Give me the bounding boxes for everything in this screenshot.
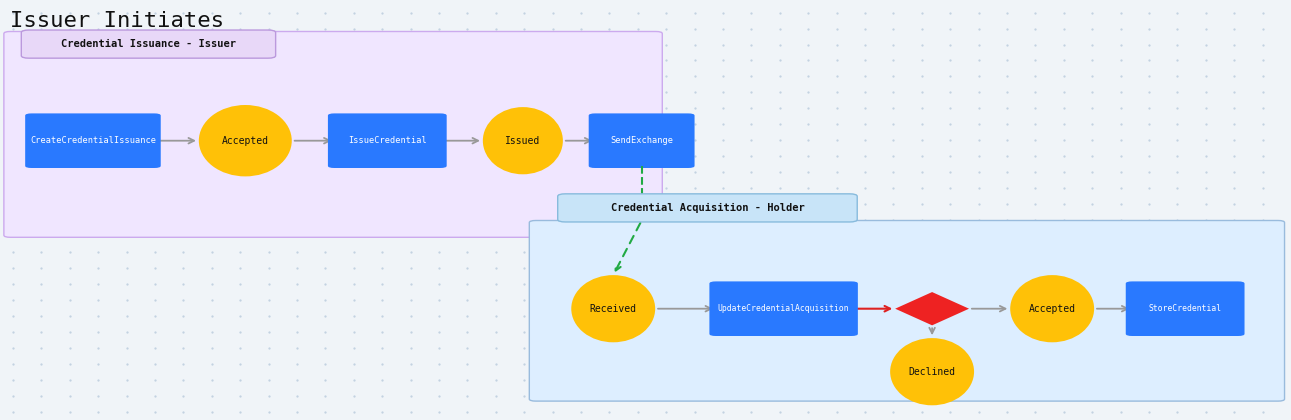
FancyBboxPatch shape (22, 30, 276, 58)
Ellipse shape (483, 107, 563, 174)
Text: Issuer Initiates: Issuer Initiates (10, 10, 225, 31)
FancyBboxPatch shape (328, 113, 447, 168)
Text: Credential Acquisition - Holder: Credential Acquisition - Holder (611, 203, 804, 213)
Text: Issued: Issued (505, 136, 541, 146)
FancyBboxPatch shape (589, 113, 695, 168)
FancyBboxPatch shape (4, 32, 662, 237)
Ellipse shape (1010, 275, 1093, 342)
FancyBboxPatch shape (558, 194, 857, 222)
Text: CreateCredentialIssuance: CreateCredentialIssuance (30, 136, 156, 145)
Text: SendExchange: SendExchange (611, 136, 673, 145)
Text: Received: Received (590, 304, 636, 314)
FancyBboxPatch shape (529, 220, 1285, 401)
Ellipse shape (571, 275, 655, 342)
Ellipse shape (889, 338, 973, 405)
Text: Declined: Declined (909, 367, 955, 377)
Text: IssueCredential: IssueCredential (349, 136, 426, 145)
Text: Credential Issuance - Issuer: Credential Issuance - Issuer (61, 39, 236, 49)
FancyBboxPatch shape (710, 281, 857, 336)
Text: StoreCredential: StoreCredential (1149, 304, 1221, 313)
FancyBboxPatch shape (25, 113, 160, 168)
FancyBboxPatch shape (1126, 281, 1245, 336)
Text: Accepted: Accepted (1029, 304, 1075, 314)
Polygon shape (895, 292, 970, 326)
Ellipse shape (199, 105, 292, 176)
Text: Accepted: Accepted (222, 136, 269, 146)
Text: UpdateCredentialAcquisition: UpdateCredentialAcquisition (718, 304, 849, 313)
